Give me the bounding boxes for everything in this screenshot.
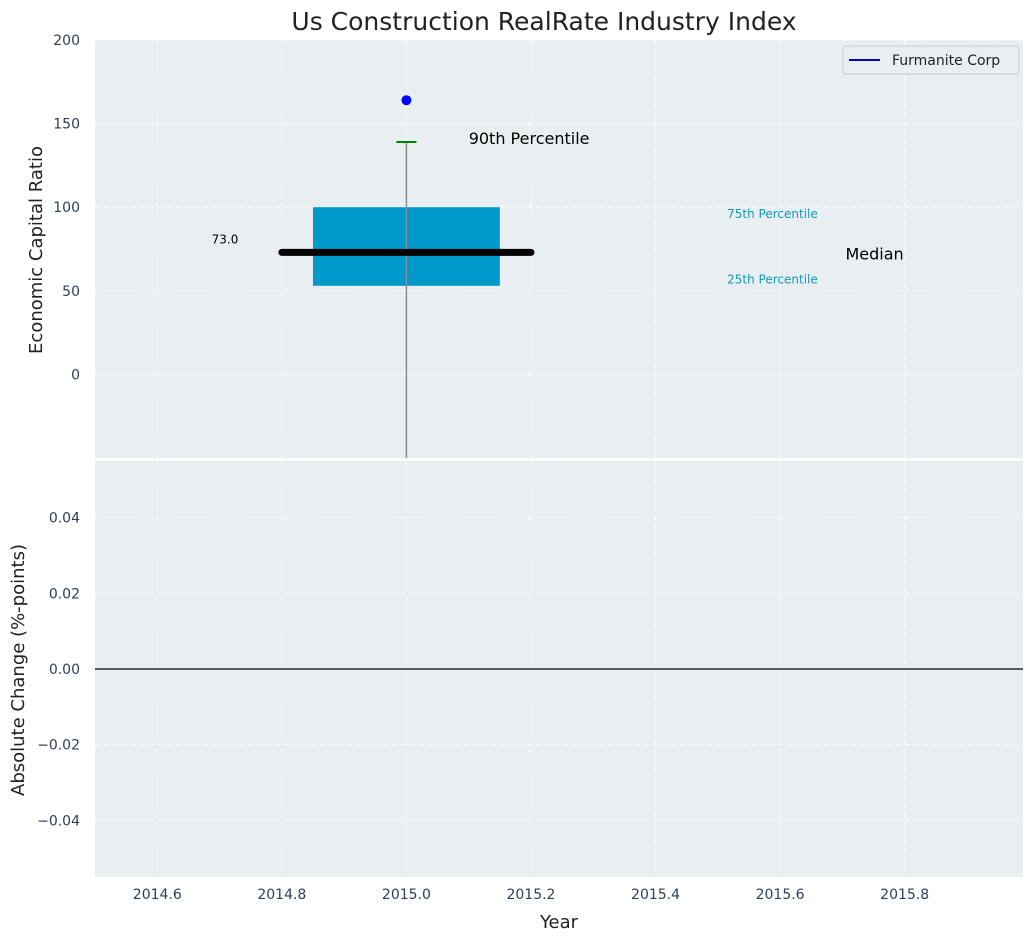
chart-title: Us Construction RealRate Industry Index (291, 7, 796, 36)
x-tick-2015-2: 2015.2 (506, 887, 555, 903)
top-y-axis-label: Economic Capital Ratio (26, 146, 47, 354)
legend-entry-furmanite-corp: Furmanite Corp (892, 53, 1000, 69)
top-panel: 0 50 100 150 200 Economic Capital Ratio 73.0… (26, 33, 1023, 458)
x-axis-label: Year (539, 912, 579, 933)
bottom-y-tick-0: 0.00 (49, 662, 80, 678)
percentile-annotations: 90th Percentile 75th Percentile Median 25th… (469, 129, 904, 286)
x-tick-2015-0: 2015.0 (382, 887, 431, 903)
top-y-tick-150: 150 (53, 117, 80, 133)
x-tick-2014-6: 2014.6 (133, 887, 182, 903)
annotation-25th-percentile: 25th Percentile (727, 272, 818, 286)
annotation-75th-percentile: 75th Percentile (727, 207, 818, 221)
top-panel-background (95, 40, 1023, 458)
annotation-median: Median (845, 245, 903, 264)
company-point-furmanite-corp (401, 95, 412, 106)
x-tick-2015-4: 2015.4 (631, 887, 680, 903)
top-y-tick-0: 0 (71, 367, 80, 383)
legend: Furmanite Corp (842, 45, 1020, 75)
bottom-panel: 0.04 0.02 0.00 −0.02 −0.04 2014.6 2014.8 2015.… (8, 461, 1023, 933)
legend-frame (842, 45, 1020, 75)
box-plot-marks: 73.0 (212, 95, 535, 458)
bottom-y-tick-0-02: −0.02 (37, 738, 80, 754)
x-tick-2014-8: 2014.8 (257, 887, 306, 903)
top-y-tick-200: 200 (53, 33, 80, 49)
bottom-y-axis-label: Absolute Change (%-points) (8, 544, 29, 796)
annotation-90th-percentile: 90th Percentile (469, 129, 590, 148)
x-tick-labels: 2014.6 2014.8 2015.0 2015.2 2015.4 2015.6 2015… (133, 887, 929, 903)
top-y-tick-50: 50 (62, 284, 80, 300)
x-tick-2015-6: 2015.6 (756, 887, 805, 903)
median-value-label: 73.0 (212, 232, 239, 246)
bottom-y-tick-0-04: −0.04 (37, 813, 80, 829)
top-y-tick-100: 100 (53, 200, 80, 216)
x-tick-2015-8: 2015.8 (880, 887, 929, 903)
bottom-y-tick-labels: 0.04 0.02 0.00 −0.02 −0.04 (37, 511, 80, 830)
bottom-y-tick-0-02: 0.02 (49, 586, 80, 602)
top-y-tick-labels: 0 50 100 150 200 (53, 33, 80, 383)
bottom-y-tick-0-04: 0.04 (49, 511, 80, 527)
